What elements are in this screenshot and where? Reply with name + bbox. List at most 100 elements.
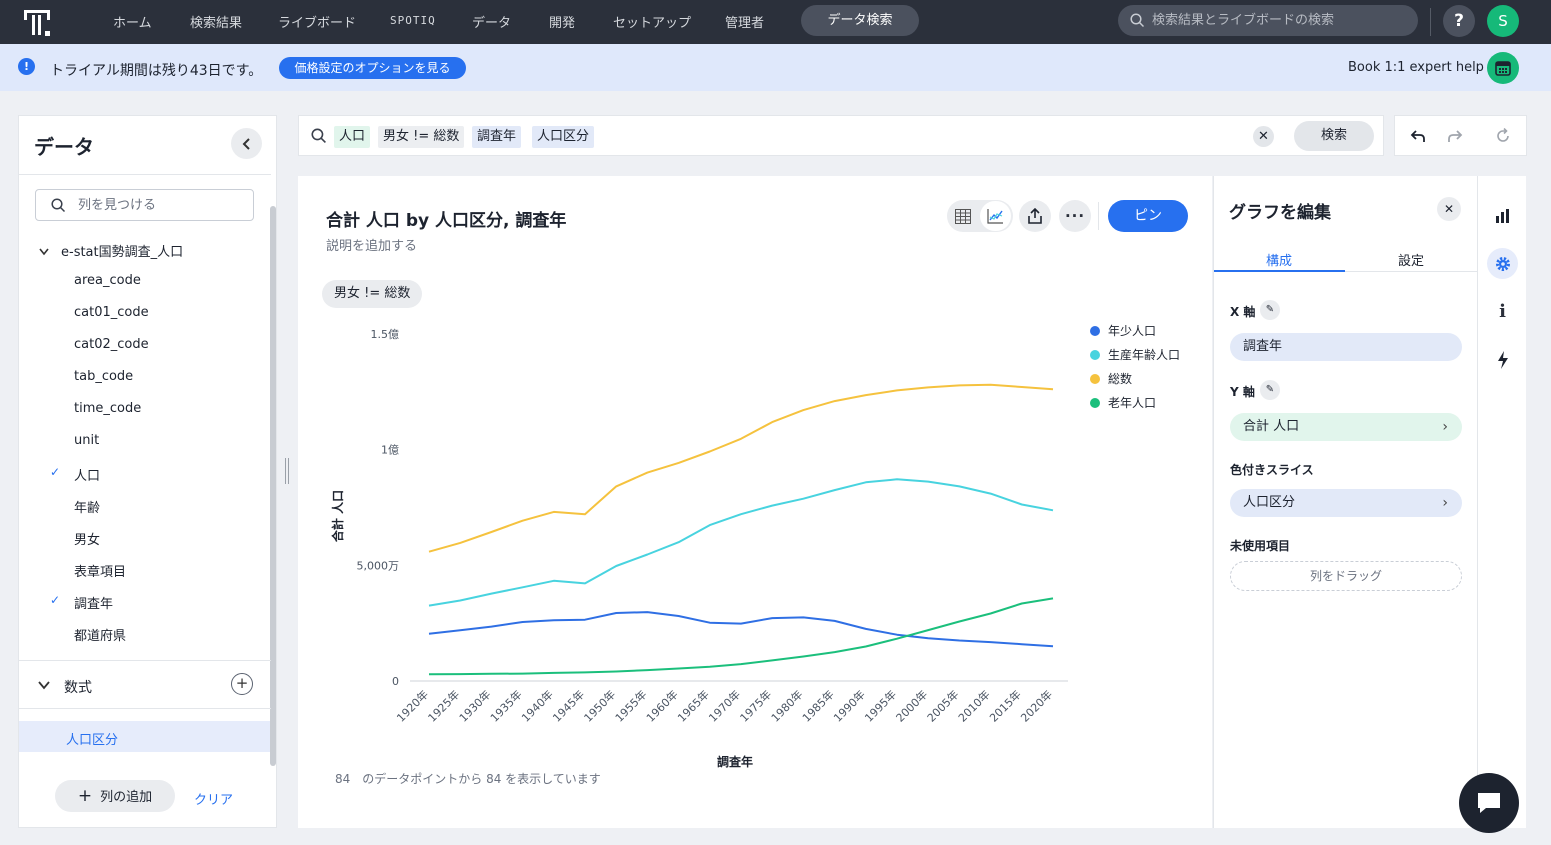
trial-remaining-text: トライアル期間は残り43日です。 xyxy=(50,63,263,79)
column-drop-zone[interactable]: 列をドラッグ xyxy=(1230,561,1462,591)
legend-label: 老年人口 xyxy=(1108,396,1156,410)
nav-spotiq[interactable]: SPOTIQ xyxy=(390,14,436,27)
column-item[interactable]: 人口 xyxy=(74,469,101,484)
info-icon[interactable]: i xyxy=(1499,301,1506,322)
x-tick-label: 1965年 xyxy=(674,687,711,724)
divider xyxy=(19,174,271,175)
x-axis-field[interactable]: 調査年 xyxy=(1230,333,1462,361)
chevron-down-icon xyxy=(39,248,49,256)
info-icon: ! xyxy=(18,58,35,75)
answer-card: 合計 人口 by 人口区分, 調査年 説明を追加する ··· ピン 男女 != … xyxy=(298,176,1212,828)
column-item[interactable]: tab_code xyxy=(74,369,134,384)
pin-button[interactable]: ピン xyxy=(1108,200,1188,232)
column-item[interactable]: area_code xyxy=(74,273,141,288)
nav-develop[interactable]: 開発 xyxy=(549,16,576,31)
y-tick-label: 1億 xyxy=(381,444,399,457)
table-icon[interactable] xyxy=(955,209,971,224)
column-search[interactable] xyxy=(35,189,254,221)
filter-chip[interactable]: 男女 != 総数 xyxy=(322,280,423,308)
column-item[interactable]: 表章項目 xyxy=(74,565,127,580)
datapoints-summary: 84 のデータポイントから 84 を表示しています xyxy=(335,772,601,786)
tab-configure[interactable]: 構成 xyxy=(1266,254,1293,269)
user-avatar[interactable]: S xyxy=(1487,5,1519,37)
add-column-button[interactable]: + 列の追加 xyxy=(55,780,175,812)
column-search-input[interactable] xyxy=(78,190,248,220)
close-icon[interactable]: ✕ xyxy=(1437,197,1461,221)
global-search-input[interactable] xyxy=(1152,5,1412,36)
reset-icon[interactable] xyxy=(1495,128,1511,144)
column-item[interactable]: 年齢 xyxy=(74,501,101,516)
x-tick-label: 1955年 xyxy=(612,687,649,724)
series-line-2 xyxy=(428,478,1054,607)
nav-setup[interactable]: セットアップ xyxy=(613,16,692,31)
x-tick-label: 2020年 xyxy=(1018,687,1055,724)
panel-resize-handle[interactable] xyxy=(285,458,289,484)
x-axis-label: X 軸 xyxy=(1230,305,1256,319)
plus-icon: + xyxy=(77,786,93,806)
column-item[interactable]: cat02_code xyxy=(74,337,149,352)
collapse-panel-button[interactable] xyxy=(231,128,262,159)
calendar-icon[interactable] xyxy=(1487,52,1519,84)
gear-icon[interactable] xyxy=(1487,248,1518,279)
y-tick-label: 0 xyxy=(392,675,399,688)
x-tick-label: 1945年 xyxy=(550,687,587,724)
unused-items-label: 未使用項目 xyxy=(1230,539,1291,553)
global-search[interactable] xyxy=(1118,5,1418,36)
search-token[interactable]: 人口区分 xyxy=(532,126,595,148)
legend-swatch xyxy=(1090,398,1100,408)
color-slice-field[interactable]: 人口区分 › xyxy=(1230,489,1462,517)
column-item[interactable]: time_code xyxy=(74,401,142,416)
top-navigation-bar: ホーム 検索結果 ライブボード SPOTIQ データ 開発 セットアップ 管理者… xyxy=(0,0,1551,44)
column-item[interactable]: unit xyxy=(74,433,100,448)
chat-button[interactable] xyxy=(1459,773,1519,833)
chart-description[interactable]: 説明を追加する xyxy=(326,239,418,254)
nav-home[interactable]: ホーム xyxy=(113,16,152,31)
share-icon[interactable] xyxy=(1019,200,1051,232)
x-tick-label: 1930年 xyxy=(456,687,493,724)
lightning-icon[interactable] xyxy=(1487,344,1518,375)
column-item[interactable]: 調査年 xyxy=(74,597,114,612)
y-tick-label: 1.5億 xyxy=(371,328,400,341)
view-toggle[interactable] xyxy=(947,200,1013,232)
clear-button[interactable]: クリア xyxy=(194,793,234,808)
chart-view-active[interactable] xyxy=(980,201,1011,231)
chevron-down-icon[interactable] xyxy=(38,681,50,690)
column-item[interactable]: cat01_code xyxy=(74,305,149,320)
chart-type-icon[interactable] xyxy=(1487,200,1518,231)
nav-admin[interactable]: 管理者 xyxy=(725,16,765,31)
x-tick-label: 1970年 xyxy=(706,687,743,724)
redo-icon[interactable] xyxy=(1447,128,1463,144)
search-button[interactable]: 検索 xyxy=(1294,121,1374,151)
chart-title[interactable]: 合計 人口 by 人口区分, 調査年 xyxy=(326,211,567,231)
column-item[interactable]: 都道府県 xyxy=(74,629,127,644)
nav-liveboards[interactable]: ライブボード xyxy=(278,16,357,31)
search-bar[interactable]: 人口 男女 != 総数 調査年 人口区分 ✕ 検索 xyxy=(298,115,1384,156)
series-line-1 xyxy=(428,611,1054,648)
tab-settings[interactable]: 設定 xyxy=(1398,254,1425,269)
x-tick-label: 1960年 xyxy=(643,687,680,724)
edit-pencil-icon[interactable]: ✎ xyxy=(1260,380,1280,400)
column-item[interactable]: 男女 xyxy=(74,533,101,548)
nav-data-search-button[interactable]: データ検索 xyxy=(801,5,919,36)
search-token[interactable]: 男女 != 総数 xyxy=(378,126,465,148)
more-options-icon[interactable]: ··· xyxy=(1059,200,1091,232)
clear-search-icon[interactable]: ✕ xyxy=(1253,126,1274,147)
nav-data[interactable]: データ xyxy=(472,16,512,31)
expert-help-link[interactable]: Book 1:1 expert help xyxy=(1348,60,1484,75)
y-axis-field[interactable]: 合計 人口 › xyxy=(1230,413,1462,441)
formula-item-label: 人口区分 xyxy=(66,733,119,748)
panel-scrollbar[interactable] xyxy=(270,206,276,766)
pricing-options-button[interactable]: 価格設定のオプションを見る xyxy=(279,57,466,79)
undo-icon[interactable] xyxy=(1410,128,1426,144)
source-tree-root[interactable]: e-stat国勢調査_人口 xyxy=(39,241,183,260)
formula-item[interactable]: 人口区分 xyxy=(19,721,270,752)
add-formula-button[interactable]: + xyxy=(231,673,253,695)
search-token[interactable]: 人口 xyxy=(334,126,371,148)
thoughtspot-logo[interactable] xyxy=(22,6,54,38)
nav-search-results[interactable]: 検索結果 xyxy=(190,16,243,31)
chevron-right-icon: › xyxy=(1442,495,1448,511)
x-tick-label: 1975年 xyxy=(737,687,774,724)
search-token[interactable]: 調査年 xyxy=(472,126,522,148)
edit-pencil-icon[interactable]: ✎ xyxy=(1260,300,1280,320)
help-button[interactable]: ? xyxy=(1443,5,1475,37)
